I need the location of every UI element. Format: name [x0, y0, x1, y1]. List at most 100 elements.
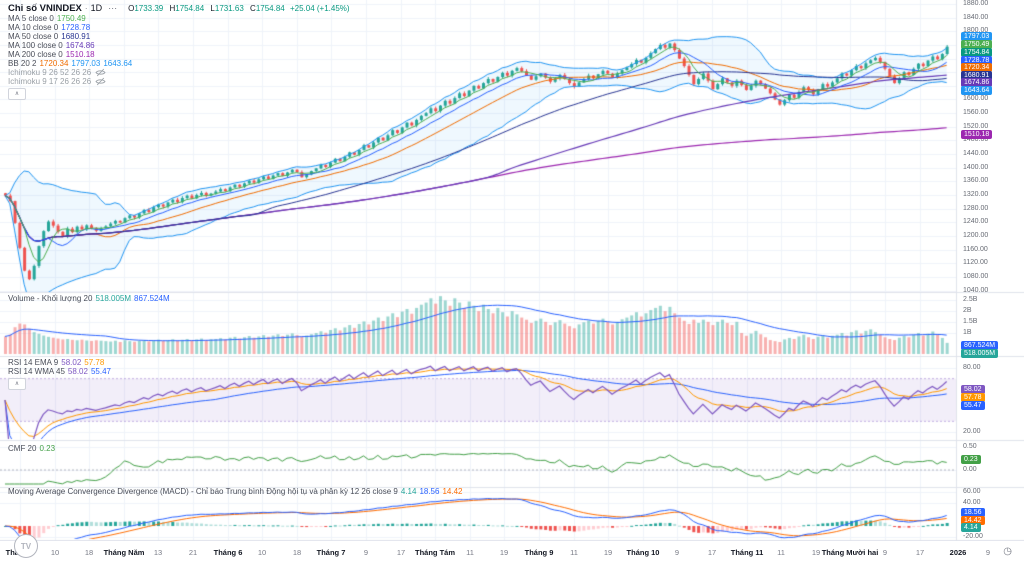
- price-axis-label: 2.5B: [963, 296, 978, 303]
- volume-ma-value: 867.524M: [134, 294, 170, 303]
- price-axis-label: 80.00: [963, 364, 981, 371]
- time-axis-label: 9: [363, 548, 369, 557]
- time-axis-label: 9: [985, 548, 991, 557]
- macd-hist-value: 4.14: [400, 487, 417, 496]
- price-axis-label: 1080.00: [963, 273, 989, 280]
- indicator-name: Moving Average Convergence Divergence (M…: [8, 487, 398, 496]
- time-axis-label: Tháng 10: [626, 548, 660, 557]
- price-axis-label: 1.5B: [963, 318, 978, 325]
- indicator-row-rsi2[interactable]: RSI 14 WMA 45 58.02 55.47: [8, 367, 111, 376]
- indicator-row-ichimoku2[interactable]: Ichimoku 9 17 26 26 26: [8, 77, 350, 86]
- indicator-row-cmf[interactable]: CMF 20 0.23: [8, 444, 55, 453]
- indicator-row-macd[interactable]: Moving Average Convergence Divergence (M…: [8, 487, 463, 496]
- indicator-row-volume[interactable]: Volume - Khối lượng 20 518.005M 867.524M: [8, 294, 170, 303]
- close-key: C: [250, 3, 256, 13]
- cmf-value: 0.23: [39, 444, 56, 453]
- low-key: L: [210, 3, 215, 13]
- price-axis-label: 1240.00: [963, 218, 989, 225]
- price-axis-label: 1400.00: [963, 164, 989, 171]
- price-axis-tag: 1674.86: [961, 78, 993, 87]
- time-axis-label: 18: [84, 548, 94, 557]
- time-axis-label: 2026: [949, 548, 967, 557]
- collapse-legend-button[interactable]: ∧: [8, 88, 26, 100]
- price-axis-label: 1320.00: [963, 191, 989, 198]
- time-axis-label: 11: [570, 548, 578, 557]
- macd-legend: Moving Average Convergence Divergence (M…: [8, 487, 463, 496]
- indicator-row-ma100[interactable]: MA 100 close 0 1674.86: [8, 41, 350, 50]
- bb-basis-value: 1720.34: [39, 59, 69, 68]
- price-axis-label: 1480.00: [963, 136, 989, 143]
- rsi-value: 58.02: [67, 367, 88, 376]
- eye-off-icon[interactable]: [95, 77, 106, 86]
- price-axis-tag: 0.23: [961, 455, 981, 464]
- price-axis-tag: 1643.64: [961, 86, 993, 95]
- macd-value: 18.56: [419, 487, 440, 496]
- indicator-row-ma10[interactable]: MA 10 close 0 1728.78: [8, 23, 350, 32]
- time-axis-label: 9: [674, 548, 680, 557]
- price-axis-tag: 518.005M: [961, 349, 999, 358]
- indicator-row-ma200[interactable]: MA 200 close 0 1510.18: [8, 50, 350, 59]
- volume-legend: Volume - Khối lượng 20 518.005M 867.524M: [8, 294, 170, 303]
- indicator-row-ma5[interactable]: MA 5 close 0 1750.49: [8, 14, 350, 23]
- indicator-row-ichimoku1[interactable]: Ichimoku 9 26 52 26 26: [8, 68, 350, 77]
- symbol-title[interactable]: Chỉ số VNINDEX: [8, 2, 82, 14]
- price-axis[interactable]: 1880.001840.001800.001760.001720.001680.…: [956, 0, 1024, 540]
- clock-icon[interactable]: ◷: [1003, 546, 1012, 557]
- time-axis-label: Tháng 9: [524, 548, 554, 557]
- price-axis-label: 40.00: [963, 499, 981, 506]
- bb-lower-value: 1643.64: [103, 59, 133, 68]
- indicator-name: MA 200 close 0: [8, 50, 63, 59]
- price-axis-label: -20.00: [963, 533, 983, 540]
- price-axis-label: 1560.00: [963, 109, 989, 116]
- main-legend: Chỉ số VNINDEX · 1D ⋯ O1733.39 H1754.84 …: [8, 2, 350, 100]
- volume-value: 518.005M: [95, 294, 132, 303]
- price-axis-tag: 1728.78: [961, 56, 993, 65]
- indicator-row-rsi1[interactable]: RSI 14 EMA 9 58.02 57.78: [8, 358, 111, 367]
- bb-upper-value: 1797.03: [71, 59, 101, 68]
- price-axis-label: 1440.00: [963, 150, 989, 157]
- rsi-legend: RSI 14 EMA 9 58.02 57.78 RSI 14 WMA 45 5…: [8, 358, 111, 390]
- price-axis-label: 0.50: [963, 443, 977, 450]
- time-axis-label: 17: [707, 548, 717, 557]
- indicator-name: RSI 14 WMA 45: [8, 367, 65, 376]
- open-value: 1733.39: [134, 3, 164, 13]
- price-axis-tag: 867.524M: [961, 341, 999, 350]
- indicator-name: RSI 14 EMA 9: [8, 358, 59, 367]
- macd-signal-value: 14.42: [442, 487, 463, 496]
- eye-off-icon[interactable]: [95, 68, 106, 77]
- time-axis-label: 19: [811, 548, 821, 557]
- indicator-name: MA 50 close 0: [8, 32, 59, 41]
- collapse-legend-button[interactable]: ∧: [8, 378, 26, 390]
- indicator-row-bb[interactable]: BB 20 2 1720.34 1797.03 1643.64: [8, 59, 350, 68]
- separator-dot: ·: [84, 3, 88, 13]
- price-axis-label: 1520.00: [963, 123, 989, 130]
- price-axis-label: 1360.00: [963, 177, 989, 184]
- time-axis-label: 13: [153, 548, 163, 557]
- time-axis-label: 10: [50, 548, 60, 557]
- price-axis-tag: 14.42: [961, 516, 985, 525]
- time-axis-label: 18: [292, 548, 302, 557]
- more-options-icon[interactable]: ⋯: [108, 2, 119, 13]
- tradingview-logo[interactable]: TV: [14, 534, 38, 558]
- interval-label[interactable]: 1D: [90, 2, 103, 13]
- change-value: +25.04 (+1.45%): [289, 3, 350, 13]
- price-axis-label: 1880.00: [963, 0, 989, 7]
- price-axis-tag: 18.56: [961, 508, 985, 517]
- price-axis-label: 1200.00: [963, 232, 989, 239]
- price-axis-label: 0.00: [963, 466, 977, 473]
- time-axis-label: Tháng 11: [730, 548, 764, 557]
- price-axis-label: 1040.00: [963, 287, 989, 294]
- indicator-value: 1680.91: [61, 32, 91, 41]
- time-axis-label: 17: [915, 548, 925, 557]
- symbol-row[interactable]: Chỉ số VNINDEX · 1D ⋯ O1733.39 H1754.84 …: [8, 2, 350, 14]
- time-axis-label: 9: [882, 548, 888, 557]
- price-axis-label: 1840.00: [963, 14, 989, 21]
- price-axis-label: 20.00: [963, 428, 981, 435]
- indicator-name: MA 10 close 0: [8, 23, 59, 32]
- indicator-row-ma50[interactable]: MA 50 close 0 1680.91: [8, 32, 350, 41]
- price-axis-label: 1160.00: [963, 246, 988, 253]
- close-value: 1754.84: [255, 3, 285, 13]
